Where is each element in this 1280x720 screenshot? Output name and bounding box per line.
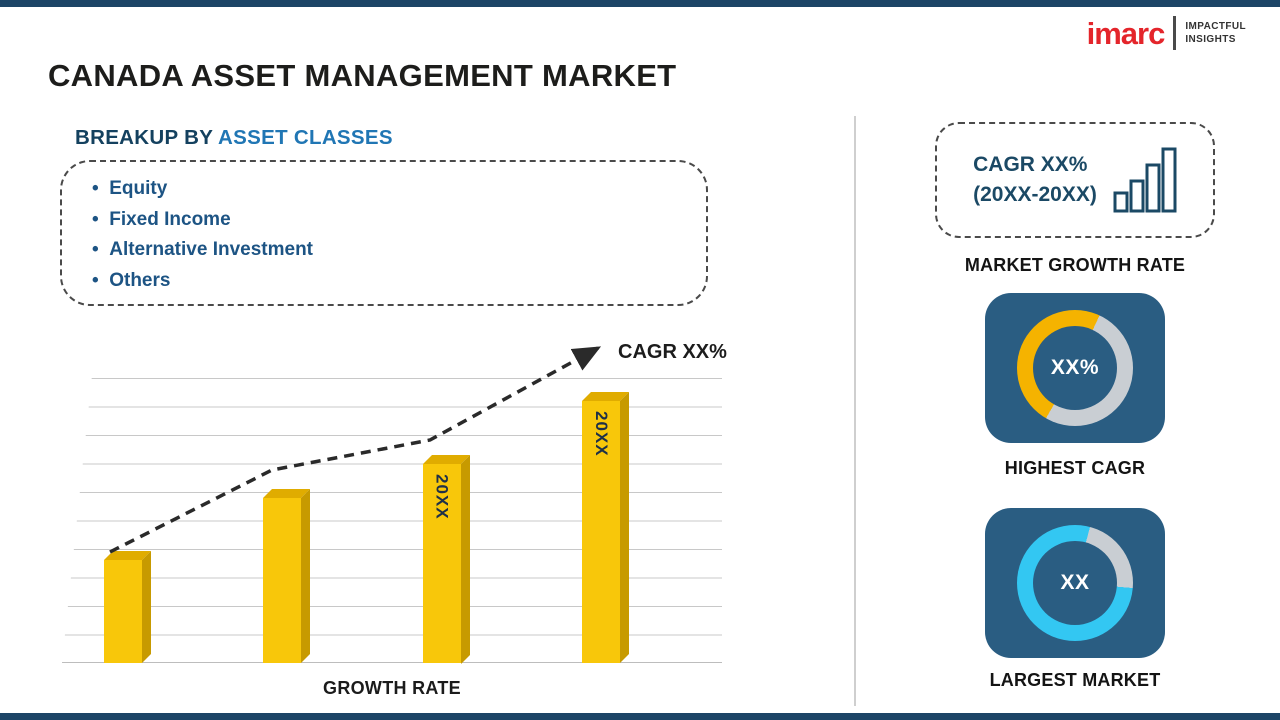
largest-market-donut: XX — [1017, 525, 1133, 641]
asset-classes-box: EquityFixed IncomeAlternative Investment… — [60, 160, 708, 306]
trend-arrow — [109, 346, 602, 554]
highest-cagr-value: XX% — [1033, 326, 1117, 410]
list-item: Others — [92, 266, 696, 297]
list-item: Alternative Investment — [92, 235, 696, 266]
bar-label: 20XX — [432, 473, 452, 520]
cagr-box-line2: (20XX-20XX) — [973, 183, 1097, 206]
imarc-logo: imarc IMPACTFUL INSIGHTS — [1087, 16, 1246, 50]
growth-rate-chart: 20XX 20XX CAGR XX% — [62, 333, 727, 665]
chart-bar: 20XX — [581, 400, 620, 663]
page-title: CANADA ASSET MANAGEMENT MARKET — [48, 58, 677, 93]
breakup-heading: BREAKUP BY ASSET CLASSES — [75, 126, 393, 150]
asset-class-list: EquityFixed IncomeAlternative Investment… — [92, 174, 696, 296]
list-item: Equity — [92, 174, 696, 205]
largest-market-tile: XX — [985, 508, 1165, 658]
logo-tagline-line1: IMPACTFUL — [1185, 20, 1246, 32]
logo-tagline: IMPACTFUL INSIGHTS — [1185, 20, 1246, 47]
highest-cagr-tile: XX% — [985, 293, 1165, 443]
bar-label: 20XX — [591, 410, 611, 457]
chart-bar — [263, 497, 302, 663]
cagr-annotation: CAGR XX% — [618, 341, 727, 363]
bottom-accent-bar — [0, 713, 1280, 720]
highest-cagr-donut: XX% — [1017, 310, 1133, 426]
largest-market-label: LARGEST MARKET — [989, 670, 1161, 690]
top-accent-bar — [0, 0, 1280, 7]
bar-chart-bars: 20XX 20XX — [82, 378, 642, 663]
highest-cagr-label: HIGHEST CAGR — [1004, 458, 1146, 478]
list-item: Fixed Income — [92, 205, 696, 236]
breakup-heading-prefix: BREAKUP BY — [75, 126, 219, 149]
logo-divider — [1173, 16, 1177, 50]
market-growth-rate-label: MARKET GROWTH RATE — [964, 255, 1186, 275]
x-axis-label: GROWTH RATE — [323, 678, 461, 698]
chart-bar — [104, 560, 142, 663]
cagr-box-line1: CAGR XX% — [973, 152, 1088, 176]
section-divider — [854, 116, 856, 706]
largest-market-value: XX — [1033, 541, 1117, 625]
cagr-box: CAGR XX% (20XX-20XX) — [935, 122, 1215, 238]
breakup-heading-highlight: ASSET CLASSES — [218, 126, 393, 149]
cagr-box-text: CAGR XX% (20XX-20XX) — [973, 150, 1097, 211]
chart-bar: 20XX — [422, 463, 461, 663]
bar-chart-icon — [1113, 147, 1177, 213]
logo-brand-text: imarc — [1086, 15, 1166, 51]
logo-tagline-line2: INSIGHTS — [1185, 34, 1236, 45]
